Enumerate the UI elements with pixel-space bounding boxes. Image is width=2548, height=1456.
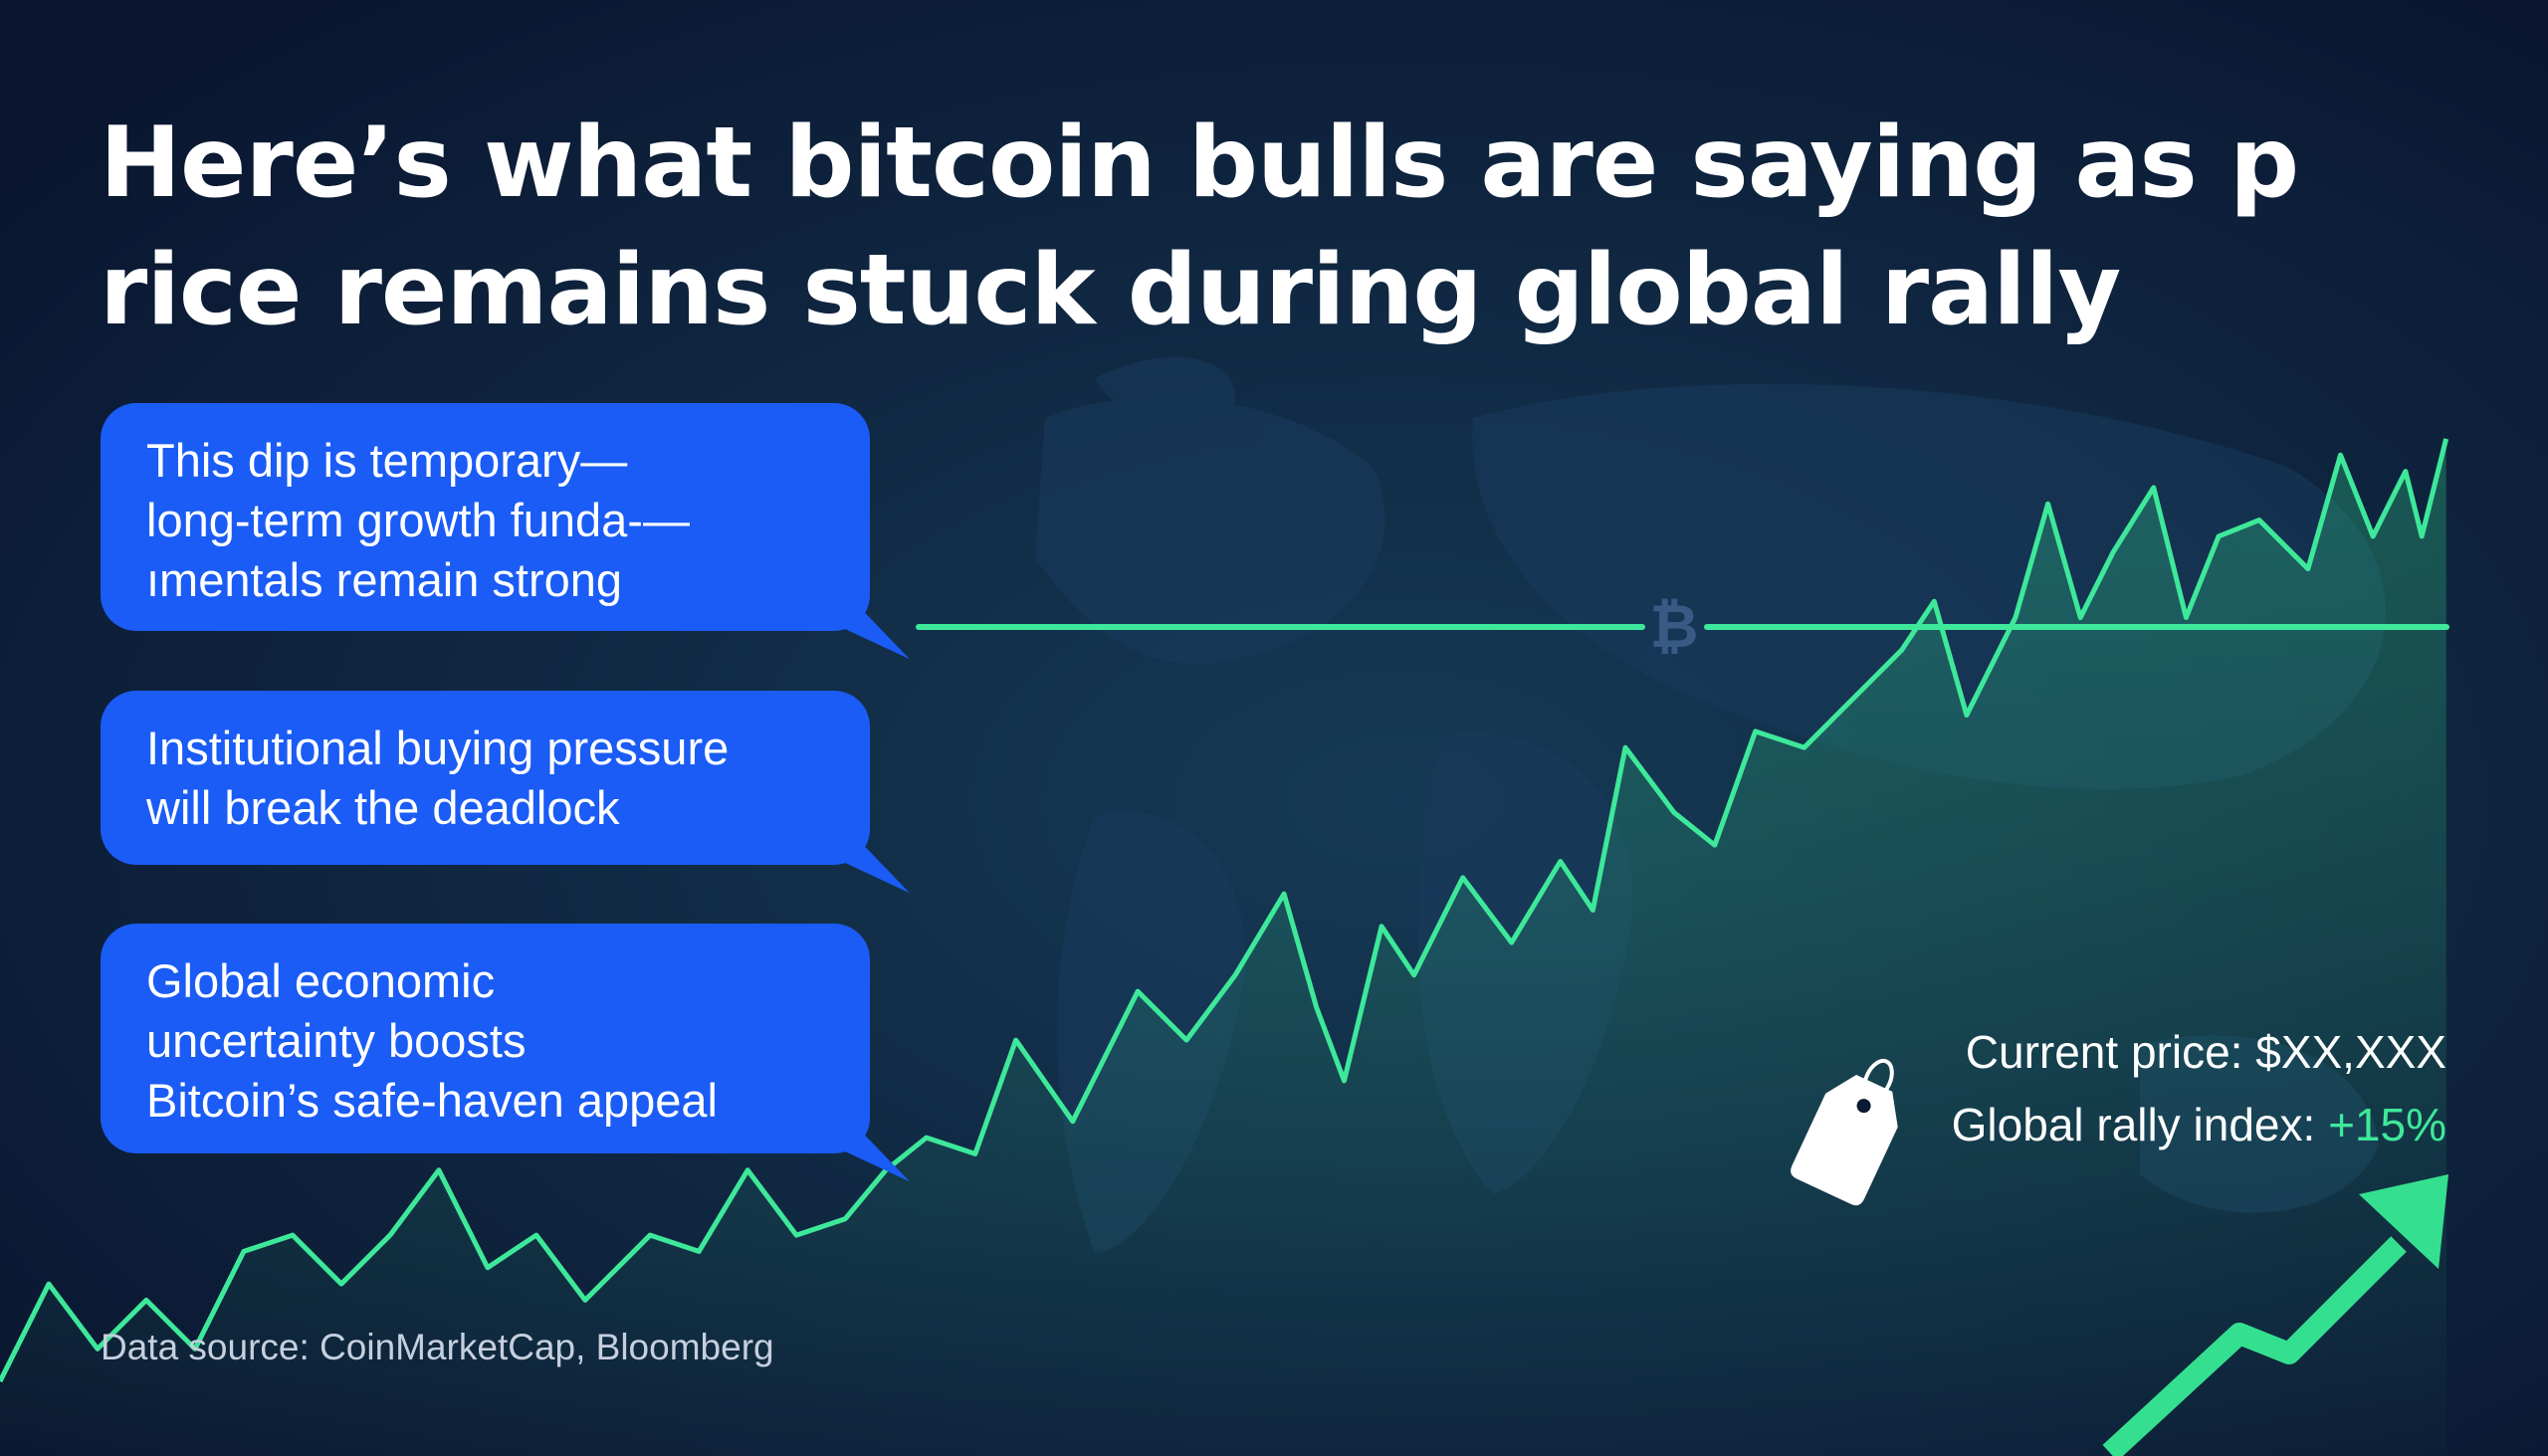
data-source: Data source: CoinMarketCap, Bloomberg	[101, 1327, 774, 1367]
quote-bubble-3: Global economic uncertainty boosts Bitco…	[101, 924, 870, 1153]
price-tag-icon	[1791, 1058, 1898, 1206]
rally-index: Global rally index: +15%	[1952, 1098, 2446, 1151]
quote-line: Bitcoin’s safe-haven appeal	[146, 1074, 718, 1127]
quote-bubble-1: This dip is temporary— long-term growth …	[101, 403, 870, 631]
bitcoin-icon: ₿	[1650, 592, 1699, 662]
quote-line: Global economic	[146, 954, 496, 1007]
quote-line: This dip is temporary—	[146, 434, 628, 487]
price-label: Current price:	[1965, 1026, 2243, 1078]
headline-line-1: Here’s what bitcoin bulls are saying as …	[100, 106, 2299, 220]
price-value: $XX,XXX	[2255, 1026, 2446, 1078]
chart-area-fill	[0, 438, 2446, 1456]
rally-label: Global rally index:	[1951, 1099, 2316, 1150]
current-price: Current price: $XX,XXX	[1966, 1025, 2446, 1079]
quote-line: uncertainty boosts	[146, 1014, 527, 1067]
headline: Here’s what bitcoin bulls are saying as …	[100, 100, 2488, 354]
headline-line-2: rice remains stuck during global rally	[100, 234, 2121, 347]
quote-line: Institutional buying pressure	[146, 722, 730, 774]
rally-value: +15%	[2328, 1099, 2446, 1150]
up-arrow-icon	[2102, 1174, 2448, 1456]
price-line	[0, 438, 2449, 1383]
quote-line: ımentals remain strong	[146, 553, 623, 606]
quote-line: will break the deadlock	[146, 781, 620, 834]
quote-line: long-term growth funda-—	[146, 494, 690, 546]
quote-bubble-2: Institutional buying pressure will break…	[101, 691, 870, 865]
